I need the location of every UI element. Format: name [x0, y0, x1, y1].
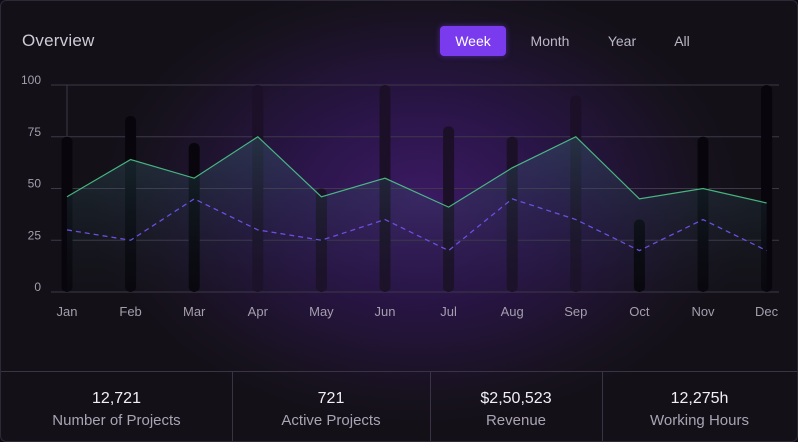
x-tick-label: Oct	[629, 304, 650, 319]
overview-chart: 0 25 50 75 100 Jan Feb Mar Apr May Jun Jul Aug Sep Oct…	[21, 73, 779, 319]
x-tick-label: Jul	[440, 304, 457, 319]
x-tick-label: Jan	[57, 304, 78, 319]
y-tick-label: 100	[21, 73, 41, 87]
x-tick-label: Jun	[375, 304, 396, 319]
stat-value: $2,50,523	[480, 390, 552, 407]
x-tick-label: Apr	[248, 304, 269, 319]
x-tick-label: May	[309, 304, 334, 319]
stat-number-of-projects: 12,721 Number of Projects	[1, 372, 233, 441]
stat-label: Revenue	[485, 412, 547, 429]
tab-week[interactable]: Week	[440, 26, 506, 56]
x-tick-label: Mar	[183, 304, 206, 319]
stat-label: Number of Projects	[52, 412, 181, 429]
stat-value: 721	[317, 390, 345, 407]
x-tick-label: Feb	[119, 304, 141, 319]
stat-label: Working Hours	[650, 412, 749, 429]
stat-value: 12,721	[92, 390, 141, 407]
tab-all[interactable]: All	[674, 33, 690, 49]
x-tick-label: Aug	[501, 304, 524, 319]
stat-working-hours: 12,275h Working Hours	[602, 372, 797, 441]
page-title: Overview	[22, 31, 95, 50]
tab-month[interactable]: Month	[530, 33, 570, 49]
area-line	[66, 135, 767, 208]
y-tick-label: 50	[28, 177, 42, 191]
stats-bar: 12,721 Number of Projects 721 Active Pro…	[1, 371, 797, 441]
x-tick-label: Sep	[564, 304, 587, 319]
y-tick-label: 25	[28, 228, 42, 242]
stat-value: 12,275h	[670, 390, 729, 407]
stat-label: Active Projects	[281, 412, 381, 429]
stat-revenue: $2,50,523 Revenue	[430, 372, 603, 441]
y-tick-label: 0	[34, 280, 41, 294]
area-fill	[67, 136, 767, 292]
tab-year[interactable]: Year	[607, 33, 637, 49]
x-tick-label: Dec	[755, 304, 779, 319]
stat-active-projects: 721 Active Projects	[232, 372, 431, 441]
y-tick-label: 75	[28, 125, 42, 139]
x-tick-label: Nov	[691, 304, 715, 319]
dashed-line	[66, 198, 767, 252]
